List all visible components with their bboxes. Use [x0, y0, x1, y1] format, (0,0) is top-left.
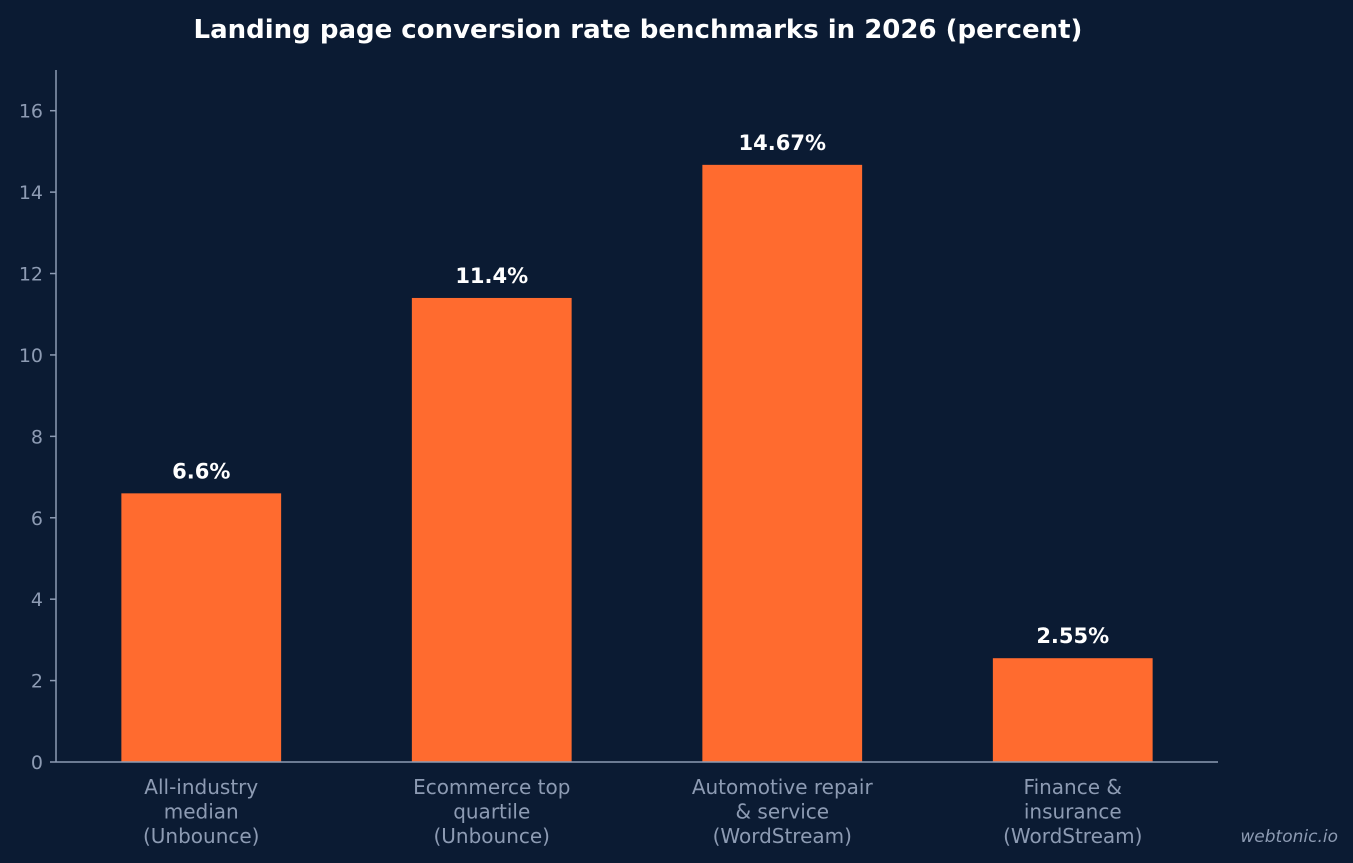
category-label: (WordStream): [713, 824, 852, 848]
chart-title: Landing page conversion rate benchmarks …: [194, 15, 1083, 45]
y-tick-label: 2: [31, 671, 43, 693]
y-tick-label: 0: [31, 752, 43, 774]
y-tick-label: 12: [19, 264, 43, 286]
data-label: 2.55%: [1036, 624, 1109, 648]
watermark: webtonic.io: [1240, 827, 1338, 847]
y-tick-label: 14: [19, 182, 43, 204]
y-tick-label: 4: [31, 589, 43, 611]
category-label: (Unbounce): [143, 824, 260, 848]
bar: [702, 164, 863, 762]
y-tick-label: 6: [31, 508, 43, 530]
data-label: 11.4%: [455, 264, 528, 288]
y-tick-label: 16: [19, 101, 43, 123]
category-label: quartile: [453, 800, 530, 824]
category-label: & service: [735, 800, 829, 824]
bar: [411, 297, 572, 762]
category-label: Finance &: [1024, 775, 1122, 799]
y-axis-ticks: 0 2 4 6 8 10 12 14 16: [19, 101, 56, 774]
y-tick-label: 8: [31, 426, 43, 448]
y-tick-label: 10: [19, 345, 43, 367]
data-label: 6.6%: [172, 459, 230, 483]
category-label: Automotive repair: [692, 775, 874, 799]
data-labels: 6.6% 11.4% 14.67% 2.55%: [172, 131, 1109, 648]
bars: [121, 164, 1153, 762]
category-label: Ecommerce top: [413, 775, 570, 799]
bar: [992, 658, 1153, 762]
category-label: median: [164, 800, 239, 824]
category-label: insurance: [1024, 800, 1122, 824]
bar: [121, 493, 282, 762]
data-label: 14.67%: [739, 131, 826, 155]
category-label: (Unbounce): [433, 824, 550, 848]
category-label: (WordStream): [1003, 824, 1142, 848]
category-label: All-industry: [144, 775, 258, 799]
